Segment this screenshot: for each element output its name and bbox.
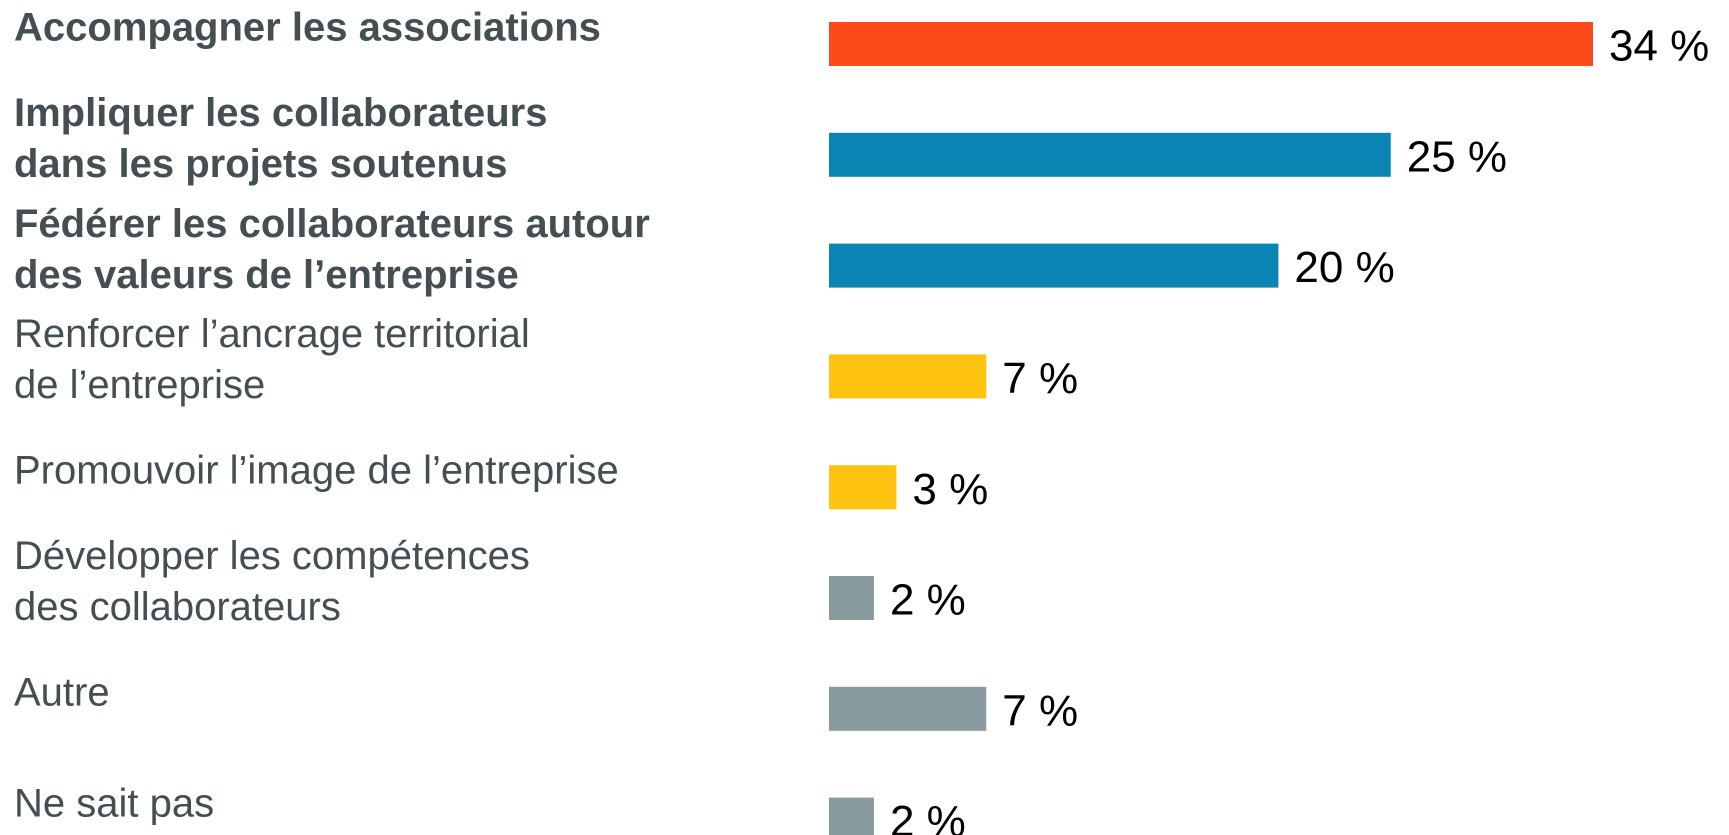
category-label: Développer les compétences des collabora… bbox=[14, 534, 530, 629]
category-label: Autre bbox=[14, 670, 110, 715]
category-label: Ne sait pas bbox=[14, 781, 215, 826]
bar bbox=[829, 686, 987, 731]
category-label: Impliquer les collaborateurs dans les pr… bbox=[14, 90, 548, 186]
bar bbox=[829, 354, 987, 399]
category-label: Accompagner les associations bbox=[14, 5, 601, 50]
category-label: Renforcer l’ancrage territorial de l’ent… bbox=[14, 312, 530, 408]
value-label: 20 % bbox=[1294, 243, 1394, 292]
value-label: 7 % bbox=[1002, 354, 1078, 403]
bar bbox=[829, 576, 874, 620]
category-label: Promouvoir l’image de l’entreprise bbox=[14, 448, 619, 493]
value-label: 34 % bbox=[1609, 22, 1709, 71]
value-label: 7 % bbox=[1002, 686, 1078, 735]
value-label: 3 % bbox=[912, 465, 988, 514]
value-label: 2 % bbox=[890, 576, 966, 625]
value-label: 25 % bbox=[1407, 132, 1507, 181]
bar bbox=[829, 797, 874, 835]
bar bbox=[829, 465, 897, 510]
value-label: 2 % bbox=[890, 797, 966, 835]
category-label: Fédérer les collaborateurs autour des va… bbox=[14, 201, 650, 297]
bar bbox=[829, 22, 1593, 66]
bar bbox=[829, 243, 1279, 288]
bar bbox=[829, 132, 1391, 177]
